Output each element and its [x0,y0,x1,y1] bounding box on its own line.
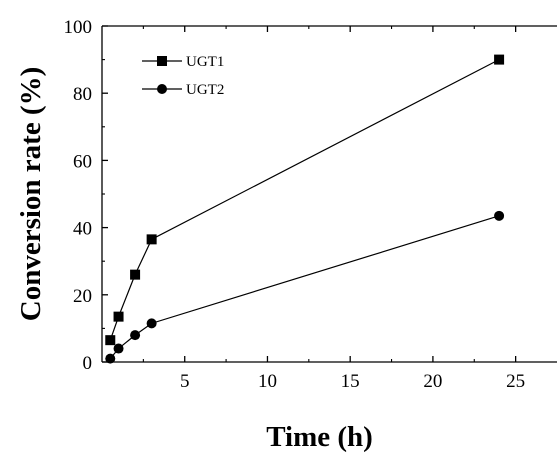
legend-label-ugt2: UGT2 [186,82,224,98]
y-tick-label: 20 [73,286,92,307]
x-axis-title: Time (h) [266,421,373,453]
x-tick-label: 10 [258,371,277,392]
y-tick-label: 40 [73,219,92,240]
data-point-ugt2 [130,330,141,341]
data-point-ugt1 [130,269,141,280]
x-tick-label: 20 [423,371,442,392]
data-point-ugt1 [494,54,505,65]
data-point-ugt2 [146,318,157,329]
data-point-ugt1 [105,335,116,346]
plot-frame [101,25,557,363]
data-point-ugt1 [146,234,157,245]
data-point-ugt2 [105,353,116,364]
series-layer [105,54,505,364]
y-axis-title: Conversion rate (%) [15,67,47,322]
y-tick-label: 60 [73,151,92,172]
legend: UGT1 UGT2 [142,54,224,98]
y-tick-label: 80 [73,84,92,105]
legend-label-ugt1: UGT1 [186,54,224,70]
data-point-ugt2 [494,210,505,221]
y-tick-label: 0 [83,353,93,374]
y-tick-label: 100 [64,17,93,38]
x-axis-ticks: 5 10 15 20 25 [142,26,525,392]
series-line-ugt1 [109,59,500,341]
x-tick-label: 15 [341,371,360,392]
legend-marker-ugt1 [157,56,167,66]
x-tick-label: 5 [180,371,190,392]
x-tick-label: 25 [506,371,525,392]
legend-marker-ugt2 [157,84,167,94]
data-point-ugt1 [113,311,124,322]
series-line-ugt2 [109,215,500,360]
data-point-ugt2 [113,343,124,354]
y-axis-ticks: 0 20 40 60 80 100 [64,17,108,374]
